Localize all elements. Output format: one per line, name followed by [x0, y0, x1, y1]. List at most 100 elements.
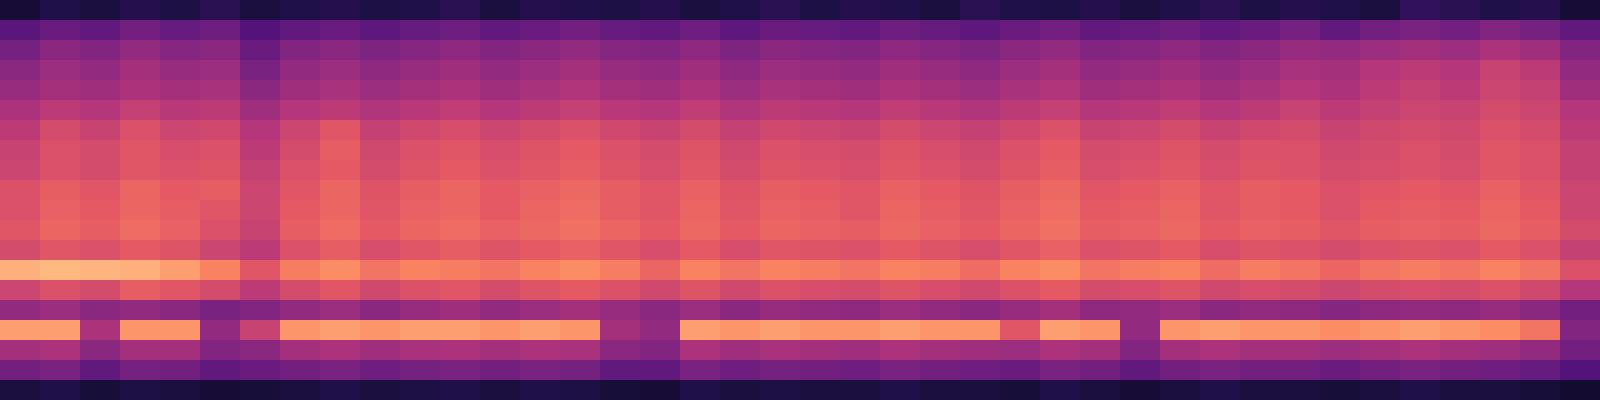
heatmap-cell — [920, 220, 961, 241]
heatmap-cell — [720, 80, 761, 101]
heatmap-cell — [560, 280, 601, 301]
heatmap-cell — [840, 180, 881, 201]
heatmap-cell — [1240, 120, 1281, 141]
heatmap-cell — [1000, 120, 1041, 141]
heatmap-cell — [1120, 260, 1161, 281]
heatmap-cell — [640, 100, 681, 121]
heatmap-cell — [1160, 60, 1201, 81]
heatmap-cell — [480, 160, 521, 181]
heatmap-cell — [1360, 200, 1401, 221]
heatmap-cell — [160, 300, 201, 321]
heatmap-cell — [0, 220, 41, 241]
heatmap-cell — [40, 380, 81, 400]
heatmap-cell — [880, 40, 921, 61]
heatmap-cell — [1480, 300, 1521, 321]
heatmap-cell — [1160, 100, 1201, 121]
heatmap-cell — [1280, 120, 1321, 141]
heatmap-cell — [1200, 380, 1241, 400]
heatmap-cell — [1400, 80, 1441, 101]
heatmap-cell — [1040, 120, 1081, 141]
heatmap-cell — [1280, 280, 1321, 301]
heatmap-cell — [1000, 220, 1041, 241]
heatmap-cell — [400, 140, 441, 161]
heatmap-cell — [1520, 360, 1561, 381]
heatmap-cell — [600, 40, 641, 61]
heatmap-cell — [1240, 380, 1281, 400]
heatmap-cell — [1080, 200, 1121, 221]
heatmap-cell — [1560, 380, 1600, 400]
heatmap-cell — [1480, 360, 1521, 381]
heatmap-cell — [1040, 140, 1081, 161]
heatmap-cell — [360, 180, 401, 201]
heatmap-cell — [1400, 280, 1441, 301]
heatmap-cell — [840, 220, 881, 241]
heatmap-cell — [1360, 220, 1401, 241]
heatmap-cell — [0, 0, 41, 21]
heatmap-cell — [1320, 240, 1361, 261]
heatmap-cell — [560, 100, 601, 121]
heatmap-cell — [920, 100, 961, 121]
heatmap-cell — [680, 140, 721, 161]
heatmap-cell — [480, 320, 521, 341]
heatmap-cell — [0, 140, 41, 161]
heatmap-cell — [1280, 40, 1321, 61]
heatmap-cell — [720, 20, 761, 41]
heatmap-cell — [880, 180, 921, 201]
heatmap-cell — [1520, 120, 1561, 141]
heatmap-cell — [1400, 300, 1441, 321]
heatmap-cell — [1320, 80, 1361, 101]
heatmap-cell — [1280, 180, 1321, 201]
heatmap-cell — [600, 180, 641, 201]
heatmap-cell — [720, 200, 761, 221]
heatmap-cell — [160, 20, 201, 41]
heatmap-cell — [120, 160, 161, 181]
heatmap-cell — [1080, 100, 1121, 121]
heatmap-cell — [1440, 140, 1481, 161]
heatmap-cell — [800, 80, 841, 101]
heatmap-cell — [160, 240, 201, 261]
heatmap-cell — [40, 240, 81, 261]
heatmap-cell — [560, 260, 601, 281]
heatmap-cell — [920, 20, 961, 41]
heatmap-cell — [840, 280, 881, 301]
heatmap-cell — [960, 160, 1001, 181]
heatmap-cell — [800, 380, 841, 400]
heatmap-cell — [1440, 200, 1481, 221]
heatmap-cell — [360, 380, 401, 400]
heatmap-cell — [1320, 380, 1361, 400]
heatmap-cell — [1120, 300, 1161, 321]
heatmap-cell — [1280, 220, 1321, 241]
heatmap-cell — [1320, 20, 1361, 41]
heatmap-cell — [1240, 100, 1281, 121]
heatmap-cell — [440, 280, 481, 301]
heatmap-cell — [160, 260, 201, 281]
heatmap-cell — [400, 220, 441, 241]
heatmap-cell — [1560, 180, 1600, 201]
heatmap-cell — [640, 380, 681, 400]
heatmap-cell — [160, 280, 201, 301]
heatmap-cell — [1360, 280, 1401, 301]
heatmap-cell — [1400, 260, 1441, 281]
heatmap-cell — [1200, 60, 1241, 81]
heatmap-cell — [200, 380, 241, 400]
heatmap-cell — [760, 0, 801, 21]
heatmap-cell — [1000, 60, 1041, 81]
cells — [0, 0, 1600, 400]
heatmap-cell — [1440, 100, 1481, 121]
heatmap-cell — [0, 20, 41, 41]
heatmap-cell — [1560, 20, 1600, 41]
heatmap-cell — [960, 180, 1001, 201]
heatmap-cell — [1400, 200, 1441, 221]
heatmap-cell — [1040, 220, 1081, 241]
heatmap-cell — [1080, 180, 1121, 201]
heatmap-cell — [120, 260, 161, 281]
heatmap-cell — [1400, 40, 1441, 61]
heatmap-cell — [600, 200, 641, 221]
heatmap-cell — [80, 100, 121, 121]
heatmap-cell — [480, 80, 521, 101]
heatmap-cell — [120, 20, 161, 41]
heatmap-cell — [600, 360, 641, 381]
heatmap-cell — [1560, 240, 1600, 261]
heatmap-cell — [400, 120, 441, 141]
heatmap-cell — [1200, 360, 1241, 381]
